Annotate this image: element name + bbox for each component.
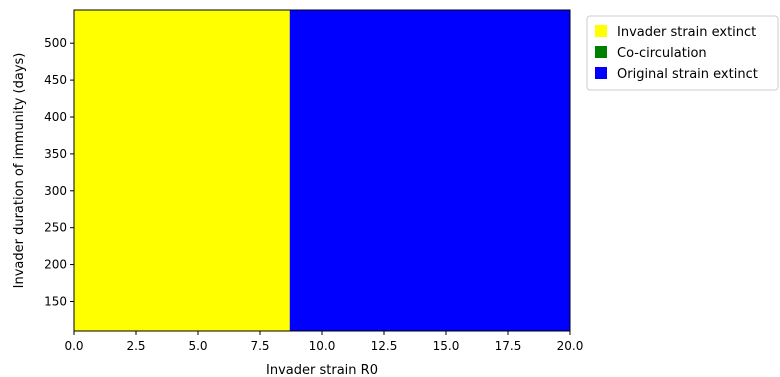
legend-label: Original strain extinct — [617, 67, 758, 82]
x-tick-label: 12.5 — [371, 339, 398, 353]
x-axis-label: Invader strain R0 — [266, 363, 378, 377]
x-tick-label: 17.5 — [495, 339, 522, 353]
legend: Invader strain extinct Co-circulation Orig… — [586, 15, 779, 91]
x-tick-label: 7.5 — [250, 339, 269, 353]
y-tick-label: 250 — [44, 221, 67, 235]
x-axis: 0.0 2.5 5.0 7.5 10.0 12.5 15.0 17.5 20.0 — [64, 331, 583, 353]
legend-box — [586, 15, 779, 91]
legend-swatch — [595, 25, 607, 37]
x-tick-label: 2.5 — [126, 339, 145, 353]
y-axis: 150 200 250 300 350 400 450 500 — [44, 36, 74, 308]
y-tick-label: 450 — [44, 73, 67, 87]
legend-label: Invader strain extinct — [617, 25, 756, 40]
x-tick-label: 15.0 — [433, 339, 460, 353]
x-tick-label: 5.0 — [188, 339, 207, 353]
y-tick-label: 500 — [44, 36, 67, 50]
legend-label: Co-circulation — [617, 46, 707, 61]
x-tick-label: 10.0 — [309, 339, 336, 353]
region-invader-strain-extinct — [74, 10, 290, 331]
legend-swatch — [595, 67, 607, 79]
x-tick-label: 0.0 — [64, 339, 83, 353]
legend-swatch — [595, 46, 607, 58]
y-tick-label: 150 — [44, 294, 67, 308]
y-axis-label: Invader duration of immunity (days) — [12, 53, 27, 289]
y-tick-label: 350 — [44, 147, 67, 161]
region-original-strain-extinct — [289, 10, 570, 331]
y-tick-label: 300 — [44, 184, 67, 198]
y-tick-label: 400 — [44, 110, 67, 124]
y-tick-label: 200 — [44, 258, 67, 272]
plot-regions — [74, 10, 570, 331]
x-tick-label: 20.0 — [557, 339, 584, 353]
